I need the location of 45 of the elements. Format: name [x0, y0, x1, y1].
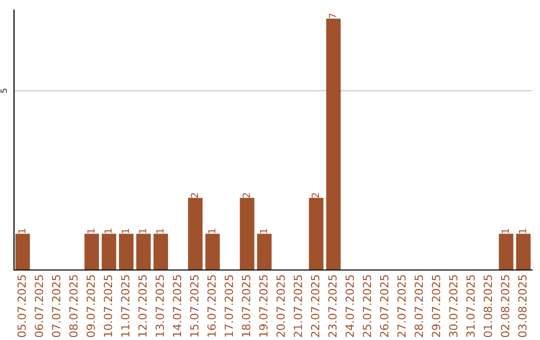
- data-label: 1: [104, 228, 112, 234]
- x-tick-label: 06.07.2025: [34, 275, 44, 338]
- x-tick-label: 23.07.2025: [328, 275, 337, 337]
- x-tick-label: 11.07.2025: [121, 275, 130, 337]
- data-label: 7: [329, 14, 336, 18]
- data-label: 1: [156, 228, 164, 234]
- x-tick-label: 08.07.2025: [69, 275, 78, 338]
- data-label: 1: [518, 228, 526, 234]
- x-tick-label: 28.07.2025: [414, 275, 423, 337]
- data-label: 1: [87, 228, 94, 234]
- x-tick-label: 15.07.2025: [190, 275, 199, 337]
- x-tick-label: 18.07.2025: [242, 275, 250, 337]
- data-label: 1: [122, 228, 129, 234]
- x-tick-label: 21.07.2025: [294, 275, 302, 337]
- x-tick-label: 02.08.2025: [500, 275, 510, 338]
- x-tick-label: 31.07.2025: [466, 275, 475, 337]
- x-tick-label: 26.07.2025: [380, 275, 388, 337]
- data-label: 2: [190, 193, 198, 198]
- x-tick-label: 27.07.2025: [397, 275, 406, 337]
- x-tick-label: 29.07.2025: [432, 275, 440, 337]
- data-label: 1: [208, 228, 216, 234]
- x-tick-label: 19.07.2025: [259, 275, 268, 337]
- x-tick-label: 30.07.2025: [449, 275, 458, 337]
- x-tick-label: 09.07.2025: [86, 275, 95, 338]
- x-tick-label: 01.08.2025: [484, 275, 492, 338]
- x-tick-label: 13.07.2025: [156, 275, 164, 337]
- data-label: 1: [18, 228, 26, 234]
- data-label: 2: [312, 193, 319, 198]
- x-tick-label: 03.08.2025: [518, 275, 527, 338]
- x-tick-label: 07.07.2025: [52, 275, 60, 338]
- x-tick-label: 22.07.2025: [310, 275, 320, 337]
- data-label: 2: [242, 193, 250, 198]
- x-tick-label: 20.07.2025: [276, 275, 285, 337]
- x-tick-label: 12.07.2025: [138, 275, 147, 337]
- data-label: 1: [260, 228, 268, 234]
- x-tick-label: 10.07.2025: [104, 275, 112, 337]
- x-tick-label: 25.07.2025: [362, 275, 372, 337]
- data-label: 1: [502, 228, 509, 234]
- x-tick-label: 24.07.2025: [346, 275, 354, 337]
- x-tick-label: 16.07.2025: [207, 275, 216, 337]
- x-tick-label: 14.07.2025: [172, 275, 182, 337]
- x-tick-label: 05.07.2025: [17, 275, 26, 338]
- data-label: 1: [139, 228, 146, 234]
- y-tick-label: 5: [0, 88, 7, 93]
- x-tick-label: 17.07.2025: [224, 275, 234, 337]
